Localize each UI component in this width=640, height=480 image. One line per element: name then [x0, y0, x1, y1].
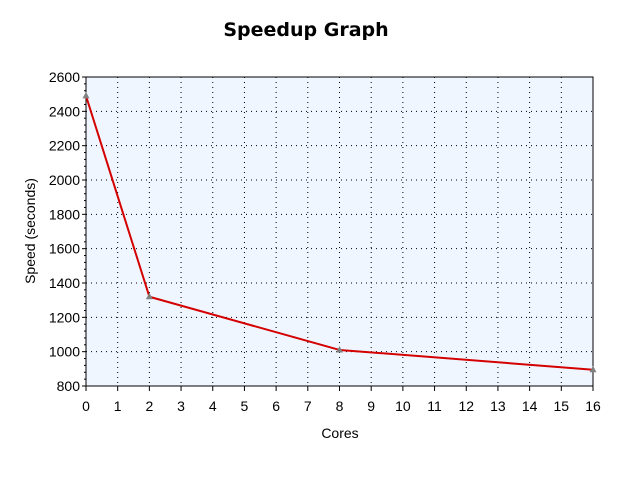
x-tick-label: 7: [304, 398, 312, 414]
plot-background: [86, 77, 593, 386]
x-tick-label: 0: [82, 398, 90, 414]
y-tick-label: 1000: [49, 344, 80, 360]
x-tick-label: 10: [395, 398, 411, 414]
x-tick-label: 16: [585, 398, 601, 414]
x-tick-label: 12: [458, 398, 474, 414]
y-tick-label: 1800: [49, 206, 80, 222]
x-tick-label: 2: [145, 398, 153, 414]
x-tick-label: 9: [367, 398, 375, 414]
y-tick-label: 2400: [49, 103, 80, 119]
x-tick-label: 6: [272, 398, 280, 414]
x-tick-label: 11: [427, 398, 442, 414]
x-tick-label: 5: [241, 398, 249, 414]
y-tick-label: 800: [57, 378, 81, 394]
x-tick-label: 4: [209, 398, 217, 414]
y-tick-label: 2200: [49, 138, 80, 154]
data-point-marker: [145, 292, 153, 300]
y-tick-label: 1600: [49, 241, 80, 257]
x-axis-label: Cores: [321, 425, 358, 441]
y-tick-label: 2600: [49, 69, 80, 85]
data-point-marker: [82, 91, 90, 99]
data-point-marker: [589, 365, 597, 373]
x-tick-label: 15: [554, 398, 570, 414]
y-axis-label: Speed (seconds): [22, 178, 38, 284]
x-tick-label: 3: [177, 398, 185, 414]
data-point-marker: [336, 345, 343, 353]
x-tick-label: 1: [114, 398, 122, 414]
series-line: [85, 95, 594, 371]
y-tick-label: 1400: [49, 275, 80, 291]
y-tick-label: 2000: [49, 172, 80, 188]
x-tick-label: 14: [522, 398, 538, 414]
x-axis-ticks: 0 1 2 3 4 5 6 7 8 9 10 11 12 13 14 15 16: [82, 386, 601, 414]
chart-title: Speedup Graph: [223, 19, 388, 41]
y-axis-ticks: 800 1000 1200 1400 1600 1800 2000 2200 2400 2600: [49, 69, 86, 394]
y-tick-label: 1200: [49, 309, 80, 325]
series-layer: [82, 91, 597, 373]
x-tick-label: 13: [490, 398, 506, 414]
plot-area: [86, 77, 593, 386]
x-tick-label: 8: [336, 398, 344, 414]
